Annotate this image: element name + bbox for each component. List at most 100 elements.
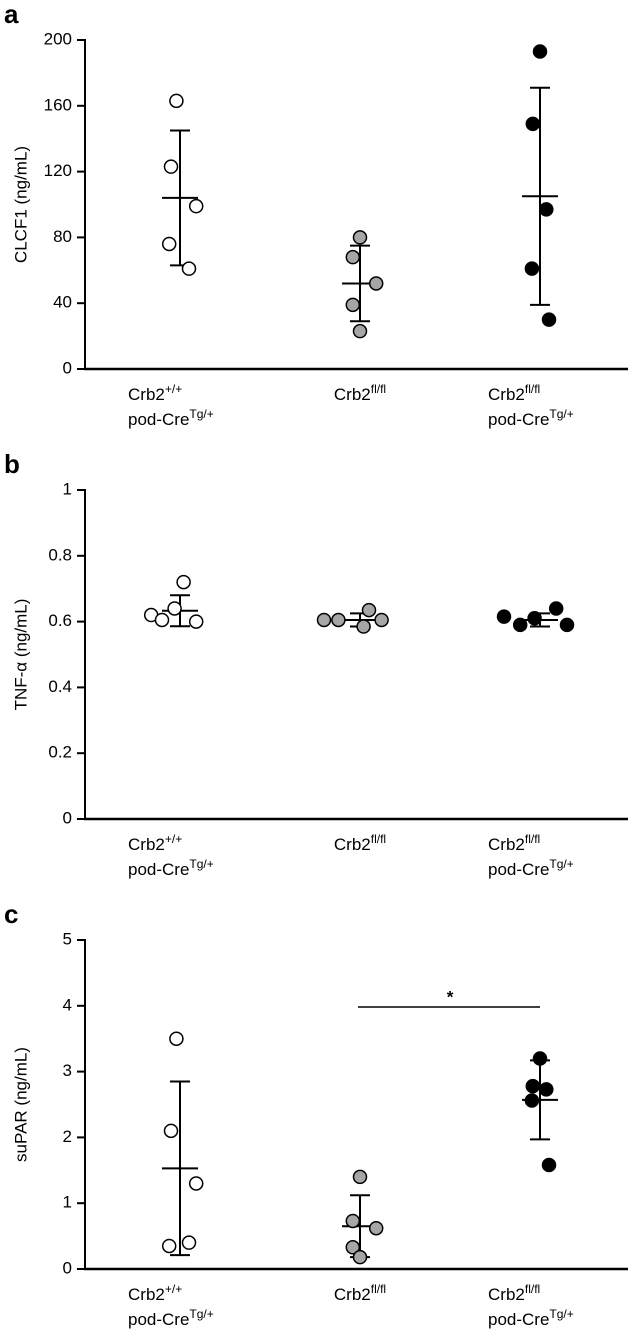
y-axis-label: TNF-α (ng/mL) [11,599,30,711]
panel-label: b [4,449,20,479]
data-point [169,93,184,109]
label-sup: Tg/+ [549,407,573,421]
y-tick-label: 0 [63,1258,72,1277]
label-text: Crb2 [488,1285,525,1304]
data-point [539,1082,554,1097]
x-tick-label: Crb2fl/fl [488,832,540,854]
y-tick-label: 4 [63,995,72,1014]
label-sup: +/+ [165,382,182,396]
y-tick-label: 5 [63,929,72,948]
data-point [541,312,557,327]
data-point [527,611,542,626]
label-sup: +/+ [165,1282,182,1296]
y-tick-label: 0.6 [48,611,72,630]
data-point [176,574,191,590]
data-point [512,617,528,633]
y-axis-label: suPAR (ng/mL) [11,1047,30,1162]
label-text: Crb2 [128,835,165,854]
significance-label: * [447,987,454,1006]
label-text: pod-Cre [488,1310,549,1329]
data-point [154,612,170,628]
label-sup: fl/fl [525,832,540,846]
data-point [532,1051,548,1066]
x-tick-label: Crb2fl/fl [334,382,386,404]
data-point [181,261,197,276]
y-tick-label: 160 [44,95,72,114]
y-tick-label: 1 [63,1193,72,1212]
label-sup: fl/fl [371,832,386,846]
data-point [345,249,361,265]
x-tick-label: pod-CreTg/+ [488,1307,574,1329]
label-sup: Tg/+ [189,1307,213,1321]
data-point [345,1213,361,1229]
x-tick-label: Crb2fl/fl [334,1282,386,1304]
data-point [345,1240,361,1255]
x-tick-label: Crb2fl/fl [334,832,386,854]
data-point [524,261,540,276]
x-tick-label: pod-CreTg/+ [128,857,214,879]
data-point [169,1031,184,1046]
y-tick-label: 200 [44,29,72,48]
label-sup: Tg/+ [189,407,213,421]
data-point [161,236,177,252]
data-point [525,1078,541,1094]
data-point [532,44,548,59]
data-point [188,198,204,214]
y-tick-label: 0.4 [48,677,72,696]
label-text: Crb2 [128,1285,165,1304]
y-tick-label: 0.2 [48,743,72,762]
x-tick-label: pod-CreTg/+ [128,407,214,429]
data-point [181,1235,197,1250]
y-tick-label: 3 [63,1061,72,1080]
label-sup: Tg/+ [549,1307,573,1321]
panel-label: c [4,899,18,929]
data-point [167,601,182,616]
x-tick-label: Crb2+/+ [128,382,182,404]
data-point [368,276,384,291]
label-text: Crb2 [488,835,525,854]
label-text: Crb2 [334,385,371,404]
x-tick-label: pod-CreTg/+ [488,857,574,879]
data-point [345,297,361,313]
label-text: Crb2 [488,385,525,404]
data-point [559,617,575,633]
x-tick-label: pod-CreTg/+ [488,407,574,429]
data-point [161,1238,177,1254]
label-sup: fl/fl [525,382,540,396]
data-point [541,1157,557,1173]
label-sup: +/+ [165,832,182,846]
data-point [525,116,541,132]
data-point [356,619,371,634]
label-text: pod-Cre [128,1310,189,1329]
label-text: Crb2 [128,385,165,404]
data-point [352,1249,368,1265]
data-point [352,230,368,245]
data-point [331,612,346,628]
data-point [368,1220,384,1236]
label-sup: fl/fl [371,382,386,396]
data-point [374,612,389,628]
x-tick-label: Crb2+/+ [128,1282,182,1304]
label-text: pod-Cre [488,410,549,429]
y-tick-label: 0.8 [48,545,72,564]
data-point [188,614,204,629]
data-point [188,1176,204,1191]
y-tick-label: 80 [53,227,72,246]
data-point [316,612,332,628]
y-tick-label: 0 [63,358,72,377]
data-point [163,159,179,174]
x-tick-label: pod-CreTg/+ [128,1307,214,1329]
label-text: Crb2 [334,835,371,854]
y-tick-label: 2 [63,1127,72,1146]
y-tick-label: 40 [53,293,72,312]
data-point [163,1123,179,1139]
data-point [352,323,368,339]
y-tick-label: 1 [63,479,72,498]
label-sup: fl/fl [371,1282,386,1296]
label-text: Crb2 [334,1285,371,1304]
label-text: pod-Cre [128,410,189,429]
data-point [539,202,554,217]
y-tick-label: 0 [63,808,72,827]
label-sup: Tg/+ [189,857,213,871]
